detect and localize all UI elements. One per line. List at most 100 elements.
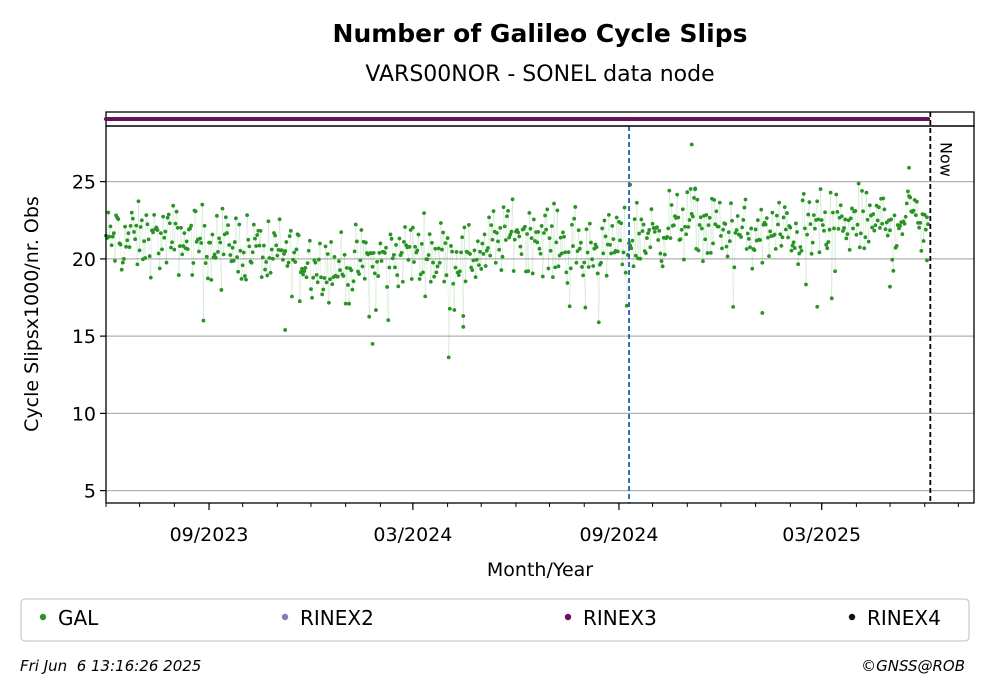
x-tick-label: 03/2025: [782, 524, 861, 546]
gal-connector: [576, 251, 578, 263]
gal-point: [456, 273, 461, 277]
gal-connector: [612, 225, 614, 240]
gal-point: [676, 215, 681, 220]
gal-connector: [355, 224, 358, 242]
gal-point: [706, 223, 711, 228]
gal-connector: [215, 215, 218, 258]
gal-point: [459, 250, 463, 255]
gal-point: [137, 248, 142, 253]
gal-connector: [772, 212, 774, 236]
gal-point: [604, 273, 609, 278]
legend-marker-rinex4: [848, 613, 856, 621]
gal-point: [543, 213, 547, 218]
gal-point: [209, 278, 214, 282]
gal-connector: [113, 233, 116, 261]
gal-point: [200, 202, 205, 207]
gal-point: [703, 237, 708, 242]
gal-connector: [262, 245, 265, 258]
gal-connector: [128, 233, 130, 248]
gal-connector: [778, 202, 781, 235]
gal-connector: [145, 215, 147, 258]
gal-connector: [663, 237, 666, 255]
gal-connector: [142, 241, 145, 260]
gal-point: [326, 300, 331, 305]
gal-point: [357, 272, 362, 276]
gal-connector: [435, 248, 437, 273]
gal-point: [452, 308, 457, 312]
gal-point: [123, 224, 127, 229]
gal-connector: [500, 227, 502, 271]
gal-connector: [817, 201, 819, 220]
gal-connector: [159, 233, 162, 269]
gal-point: [132, 230, 136, 234]
gal-point: [639, 217, 644, 222]
gal-connector: [317, 259, 319, 283]
gal-connector: [259, 230, 261, 246]
gal-point: [801, 191, 806, 196]
gal-connector: [587, 252, 589, 268]
gal-connector: [729, 203, 732, 242]
gal-connector: [867, 219, 869, 242]
gal-connector: [206, 256, 209, 279]
gal-point: [146, 237, 151, 242]
chart-subtitle: VARS00NOR - SONEL data node: [365, 62, 714, 87]
gal-point: [772, 232, 777, 237]
gal-connector: [633, 219, 635, 267]
gal-point: [519, 252, 524, 257]
gal-connector: [149, 256, 151, 278]
gal-point: [789, 248, 794, 253]
gal-point: [856, 181, 861, 186]
gal-point: [279, 248, 284, 253]
gal-point: [208, 240, 213, 245]
gal-connector: [179, 227, 182, 247]
gal-connector: [267, 221, 269, 276]
gal-point: [500, 254, 505, 259]
gal-series: [104, 142, 930, 360]
gal-connector: [108, 212, 110, 237]
gal-point: [807, 200, 812, 205]
gal-point: [717, 200, 722, 205]
gal-point: [698, 215, 703, 220]
gal-connector: [148, 239, 150, 257]
gal-point: [107, 234, 112, 239]
gal-point: [652, 229, 657, 234]
gal-connector: [705, 215, 707, 240]
gal-connector: [373, 252, 375, 274]
gal-point: [436, 246, 441, 251]
x-axis-label: Month/Year: [487, 559, 593, 581]
gal-connector: [636, 202, 639, 259]
gal-connector: [526, 233, 529, 272]
gal-connector: [393, 254, 396, 268]
y-gridlines: [106, 180, 974, 492]
gal-connector: [136, 225, 138, 265]
gal-point: [802, 226, 807, 231]
gal-point: [214, 213, 219, 218]
gal-connector: [268, 221, 270, 258]
gal-point: [412, 260, 416, 264]
gal-point: [743, 197, 748, 202]
gal-connector: [296, 234, 298, 250]
gal-point: [178, 244, 182, 248]
gal-point: [553, 265, 558, 270]
gal-connector: [166, 217, 168, 263]
gal-connector: [686, 192, 688, 235]
gal-point: [918, 221, 923, 225]
gal-point: [890, 257, 895, 262]
gal-connector: [870, 215, 873, 228]
gal-connector: [488, 217, 491, 256]
gal-connector: [716, 211, 718, 227]
gal-connector: [173, 205, 175, 250]
gal-connector: [621, 223, 623, 265]
gal-connector: [290, 230, 293, 297]
gal-point: [325, 252, 330, 256]
gal-connector: [659, 230, 661, 254]
gal-connector: [808, 202, 810, 215]
gal-point: [914, 199, 919, 204]
gal-connector: [249, 246, 251, 262]
gal-point: [283, 249, 288, 253]
gal-point: [487, 215, 491, 220]
gal-point: [434, 270, 439, 275]
gal-point: [257, 243, 262, 248]
gal-point: [341, 274, 346, 278]
gal-connector: [757, 220, 760, 240]
